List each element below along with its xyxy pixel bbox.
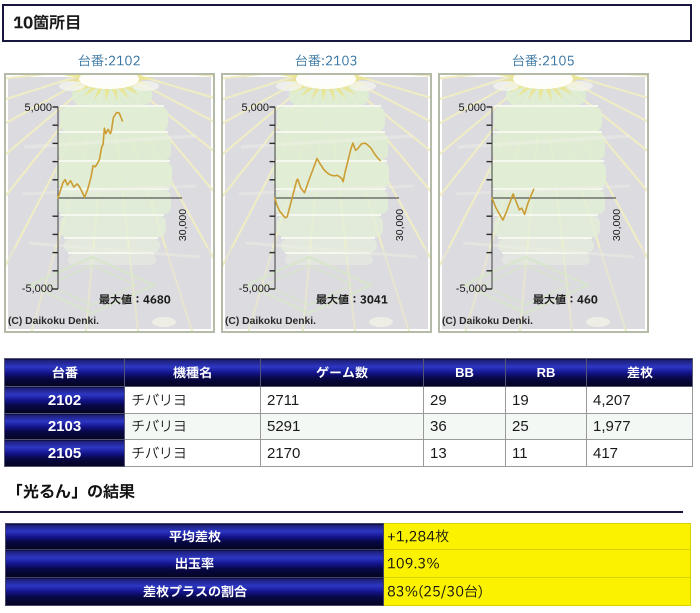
- svg-text:5,000: 5,000: [24, 102, 52, 114]
- svg-text:30,000: 30,000: [394, 209, 406, 241]
- svg-text:5,000: 5,000: [458, 102, 486, 114]
- svg-text:(C) Daikoku Denki.: (C) Daikoku Denki.: [225, 316, 316, 327]
- svg-text:-5,000: -5,000: [456, 283, 487, 295]
- svg-text:(C) Daikoku Denki.: (C) Daikoku Denki.: [442, 316, 533, 327]
- svg-text:(C) Daikoku Denki.: (C) Daikoku Denki.: [8, 316, 99, 327]
- svg-text:-5,000: -5,000: [239, 283, 270, 295]
- svg-text:30,000: 30,000: [611, 209, 623, 241]
- svg-text:30,000: 30,000: [177, 209, 189, 241]
- svg-text:5,000: 5,000: [241, 102, 269, 114]
- svg-text:-5,000: -5,000: [22, 283, 53, 295]
